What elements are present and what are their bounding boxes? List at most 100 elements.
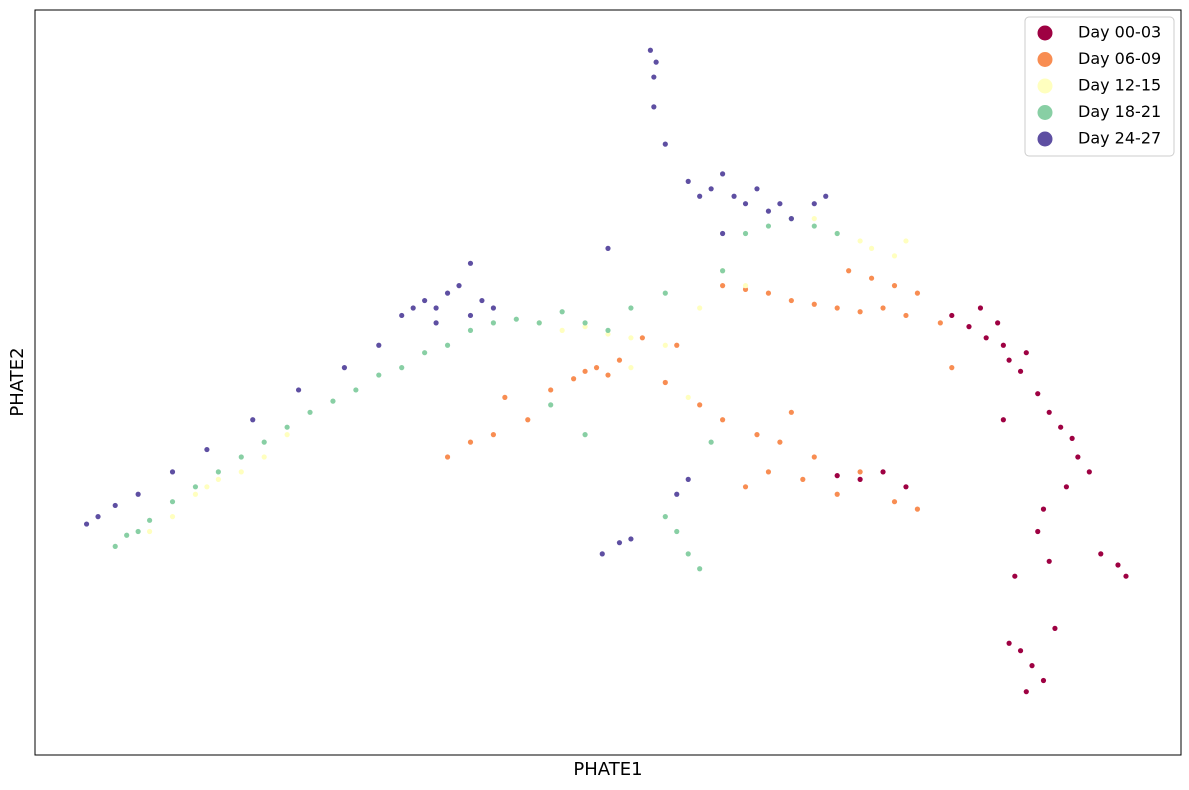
point bbox=[1023, 350, 1029, 356]
point bbox=[605, 372, 611, 378]
point bbox=[112, 543, 118, 550]
point bbox=[599, 551, 605, 557]
point bbox=[559, 327, 565, 333]
point bbox=[559, 309, 565, 315]
point bbox=[651, 104, 657, 110]
point bbox=[433, 305, 439, 311]
point bbox=[685, 476, 691, 482]
point bbox=[846, 268, 852, 274]
x-axis-label: PHATE1 bbox=[573, 759, 642, 780]
point bbox=[261, 439, 267, 445]
legend-marker bbox=[1037, 52, 1053, 67]
point bbox=[1035, 528, 1041, 535]
point bbox=[83, 521, 90, 527]
point bbox=[307, 409, 313, 415]
point bbox=[857, 238, 863, 244]
point bbox=[1006, 640, 1012, 646]
point bbox=[1058, 424, 1064, 430]
point bbox=[662, 290, 668, 296]
point bbox=[616, 540, 623, 546]
points bbox=[83, 47, 1129, 695]
point bbox=[823, 193, 829, 199]
point bbox=[490, 432, 496, 438]
point bbox=[765, 208, 772, 214]
point bbox=[616, 357, 623, 363]
point bbox=[444, 454, 451, 460]
point bbox=[903, 484, 909, 490]
point bbox=[1069, 435, 1075, 441]
point bbox=[1017, 368, 1024, 374]
point bbox=[647, 47, 654, 53]
point bbox=[341, 365, 348, 371]
point bbox=[765, 290, 772, 296]
point bbox=[653, 59, 659, 65]
point bbox=[1098, 551, 1104, 557]
point bbox=[708, 186, 714, 192]
point bbox=[502, 394, 508, 400]
point bbox=[685, 551, 691, 557]
point bbox=[376, 342, 382, 348]
point bbox=[112, 502, 118, 509]
point bbox=[977, 305, 984, 311]
point bbox=[536, 320, 542, 326]
point bbox=[422, 297, 428, 304]
point bbox=[800, 476, 806, 482]
point bbox=[628, 305, 634, 311]
point bbox=[788, 409, 794, 415]
point bbox=[147, 528, 153, 535]
point bbox=[1086, 469, 1092, 475]
point bbox=[628, 536, 634, 542]
legend-marker bbox=[1037, 78, 1053, 94]
legend-label: Day 12-15 bbox=[1078, 76, 1161, 95]
point bbox=[834, 473, 840, 479]
point bbox=[1000, 342, 1006, 348]
point bbox=[765, 223, 772, 229]
point bbox=[811, 201, 817, 207]
point bbox=[467, 260, 474, 266]
point bbox=[685, 178, 691, 184]
legend-label: Day 00-03 bbox=[1078, 23, 1161, 42]
point bbox=[124, 532, 130, 538]
point bbox=[525, 417, 531, 423]
point bbox=[169, 514, 176, 520]
point bbox=[674, 491, 680, 497]
point bbox=[1012, 573, 1018, 579]
point bbox=[399, 365, 405, 371]
point bbox=[662, 514, 668, 520]
point bbox=[742, 230, 749, 237]
legend-label: Day 18-21 bbox=[1078, 102, 1161, 121]
point bbox=[834, 491, 840, 497]
point bbox=[582, 324, 588, 330]
point bbox=[914, 506, 921, 512]
point bbox=[548, 387, 554, 393]
point bbox=[754, 432, 760, 438]
point bbox=[903, 312, 909, 319]
point bbox=[605, 327, 611, 333]
point bbox=[834, 305, 840, 311]
point bbox=[1046, 409, 1052, 415]
point bbox=[880, 305, 886, 311]
point bbox=[742, 286, 749, 292]
point bbox=[857, 469, 863, 475]
point bbox=[1115, 562, 1121, 568]
point bbox=[811, 216, 817, 222]
point bbox=[857, 309, 863, 315]
legend-marker bbox=[1037, 25, 1053, 41]
point bbox=[204, 446, 210, 453]
point bbox=[513, 316, 519, 322]
point bbox=[765, 469, 772, 475]
point bbox=[410, 305, 416, 311]
point bbox=[639, 335, 645, 341]
point bbox=[1000, 417, 1006, 423]
point bbox=[777, 439, 783, 445]
point bbox=[995, 320, 1001, 326]
legend: Day 00-03 Day 06-09 Day 12-15 Day 18-21 Day … bbox=[1024, 16, 1175, 157]
point bbox=[1017, 648, 1024, 654]
point bbox=[811, 223, 817, 229]
point bbox=[1029, 663, 1035, 669]
point bbox=[628, 365, 634, 371]
point bbox=[742, 283, 749, 289]
point bbox=[742, 484, 749, 490]
legend-marker bbox=[1037, 105, 1053, 120]
point bbox=[966, 324, 972, 330]
